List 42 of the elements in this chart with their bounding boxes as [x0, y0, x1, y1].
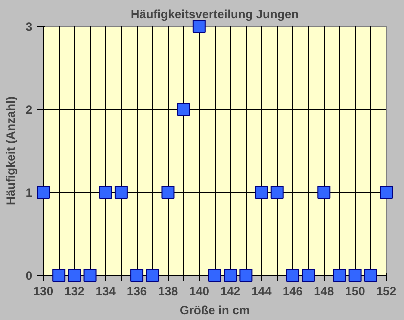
x-tick-label: 142 [220, 284, 241, 298]
point [333, 269, 346, 282]
y-tick-label: 3 [26, 20, 33, 34]
x-tick-label: 144 [252, 284, 272, 298]
point [146, 269, 160, 282]
x-tick-label: 134 [96, 284, 116, 298]
point [270, 186, 284, 199]
point [130, 269, 144, 282]
point [162, 186, 175, 199]
point [208, 269, 222, 282]
point [37, 186, 50, 199]
x-tick-label: 146 [282, 284, 304, 298]
point [68, 269, 82, 282]
point [302, 269, 316, 282]
point [286, 269, 300, 282]
y-tick-label: 1 [26, 186, 33, 200]
x-tick-label: 132 [64, 284, 86, 298]
point [84, 269, 97, 282]
point [52, 269, 66, 282]
point [192, 20, 206, 33]
x-tick-label: 130 [33, 284, 54, 298]
point [177, 103, 190, 116]
x-tick-label: 140 [189, 284, 210, 298]
point [348, 269, 362, 282]
point [364, 269, 378, 282]
y-tick-label: 2 [26, 103, 33, 117]
point [114, 186, 128, 199]
x-tick-label: 152 [376, 284, 397, 298]
point [240, 269, 253, 282]
y-axis-title: Häufigkeit (Anzahl) [4, 96, 18, 206]
chart-title: Häufigkeitsverteilung Jungen [130, 8, 300, 22]
x-tick-label: 138 [158, 284, 179, 298]
point [255, 186, 268, 199]
x-tick-label: 150 [345, 284, 366, 298]
y-tick-label: 0 [26, 269, 33, 283]
point [224, 269, 238, 282]
x-tick-label: 136 [127, 284, 148, 298]
point [318, 186, 331, 199]
point [99, 186, 112, 199]
point [380, 186, 393, 199]
x-tick-label: 148 [314, 284, 334, 298]
x-axis-title: Größe in cm [180, 304, 250, 318]
